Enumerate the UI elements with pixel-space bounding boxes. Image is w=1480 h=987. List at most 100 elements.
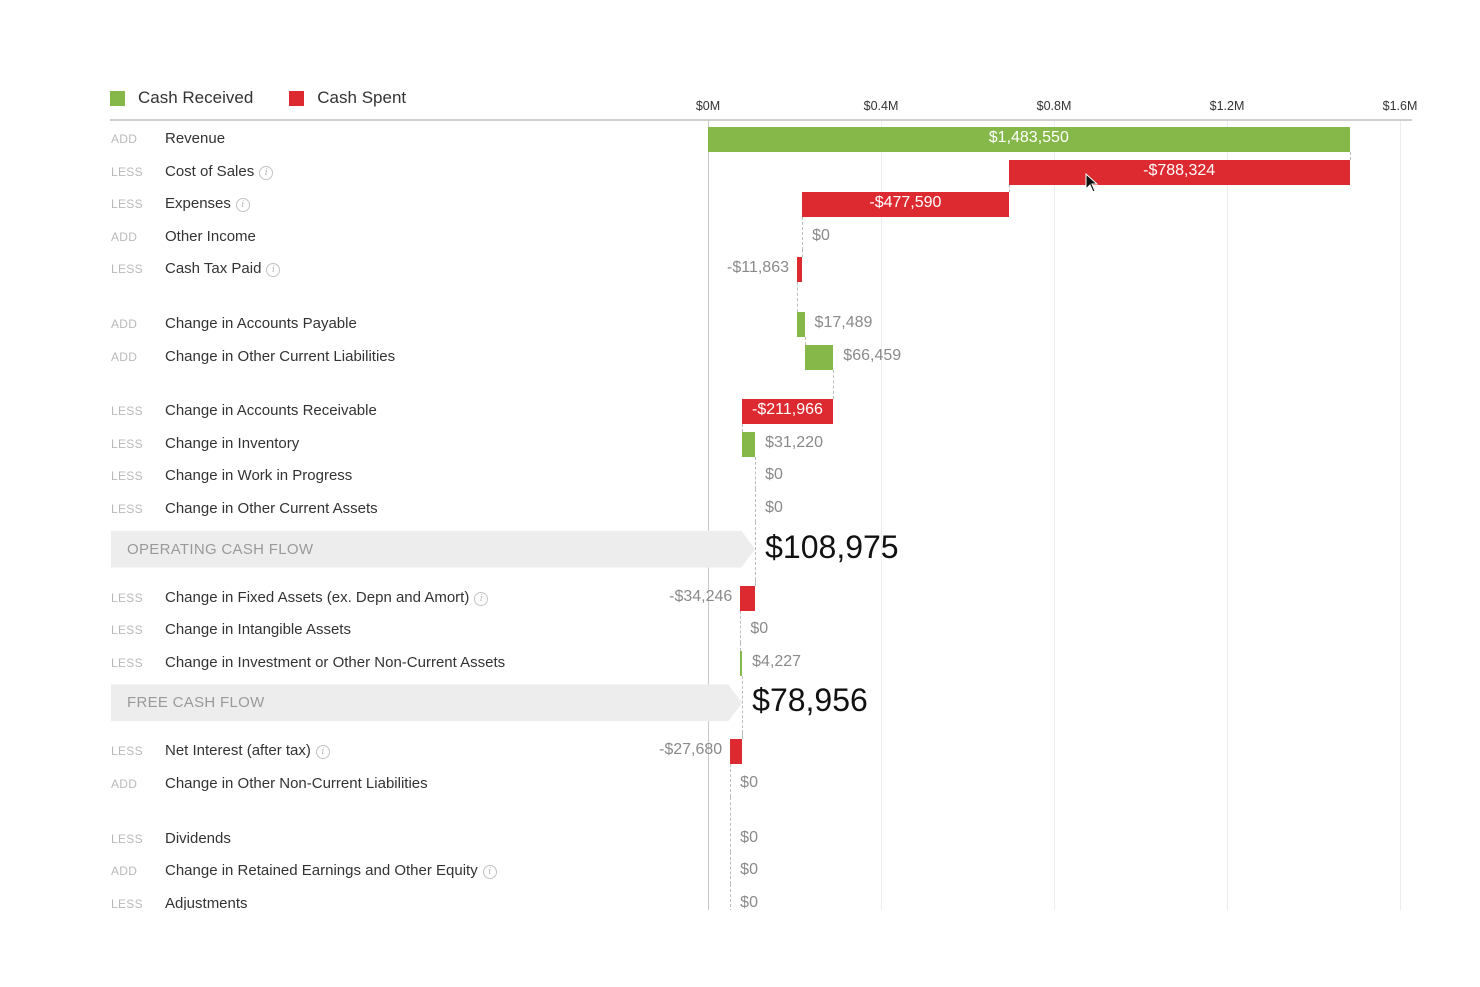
row-label: LESS Change in Accounts Receivable (0, 400, 700, 424)
subtotal-label: OPERATING CASH FLOW (127, 540, 314, 558)
row-label: LESS Adjustments (0, 893, 700, 917)
row-name-text: Expenses (165, 195, 231, 213)
info-icon[interactable]: i (266, 263, 281, 278)
row-operator: LESS (111, 404, 143, 419)
row-name: Adjustments (165, 895, 248, 912)
row-name: Change in Other Non-Current Liabilities (165, 775, 428, 792)
bar-value-label: -$34,246 (669, 587, 733, 605)
row-name: Net Interest (after tax) i (165, 742, 330, 760)
connector-line (742, 675, 744, 734)
legend-item-cash-spent[interactable]: Cash Spent (289, 88, 406, 108)
waterfall-bar[interactable] (708, 127, 1350, 152)
x-tick-label: $1.2M (1209, 99, 1245, 113)
row-name-text: Change in Investment or Other Non-Curren… (165, 653, 506, 671)
row-operator: LESS (111, 655, 143, 670)
bar-value-label: $0 (740, 893, 758, 911)
waterfall-bar[interactable] (1008, 159, 1350, 185)
bar-value-label: $0 (740, 861, 758, 879)
waterfall-bar[interactable] (740, 650, 743, 676)
row-operator: LESS (111, 262, 143, 277)
info-icon[interactable]: i (235, 198, 250, 213)
row-name: Change in Investment or Other Non-Curren… (165, 654, 505, 671)
row-operator: LESS (111, 197, 143, 212)
waterfall-bar[interactable] (796, 312, 805, 337)
row-operator: ADD (111, 229, 138, 244)
bar-value-label: $17,489 (814, 314, 873, 331)
row-name-text: Other Income (165, 227, 256, 245)
row-name: Cost of Sales i (165, 162, 274, 180)
bar-value-label: $4,227 (752, 652, 802, 670)
viewport-bottom-mask (0, 910, 1480, 987)
legend-swatch-received (110, 90, 125, 106)
connector-line (730, 851, 732, 885)
info-icon[interactable]: i (482, 865, 497, 880)
gridline (881, 121, 882, 910)
x-tick-label: $0.8M (1036, 99, 1072, 113)
legend-item-cash-received[interactable]: Cash Received (110, 88, 253, 108)
connector-line (802, 249, 804, 258)
row-name-text: Change in Other Non-Current Liabilities (165, 775, 428, 792)
connector-line (1008, 184, 1010, 193)
row-name-text: Change in Accounts Receivable (165, 402, 377, 420)
waterfall-bar[interactable] (802, 192, 1009, 218)
bar-value-label: -$788,324 (1143, 161, 1216, 179)
row-name-text: Revenue (165, 130, 226, 147)
connector-line (730, 884, 732, 917)
bar-value-label: -$211,966 (752, 401, 823, 419)
row-name-text: Change in Work in Progress (165, 467, 353, 485)
bar-value-label: $0 (765, 466, 783, 484)
connector-line (755, 489, 757, 522)
connector-line (742, 733, 744, 740)
x-tick-label: $0.4M (863, 99, 899, 113)
subtotal-value: $108,975 (765, 528, 899, 565)
connector-line (740, 643, 742, 651)
mouse-pointer-icon (1085, 172, 1099, 198)
row-name: Change in Intangible Assets (165, 621, 351, 638)
bar-value-label: $31,220 (765, 433, 823, 451)
row-name-text: Change in Other Current Assets (165, 500, 378, 517)
connector-line (755, 522, 757, 580)
x-axis-line (110, 119, 1412, 121)
bar-value-label: -$477,590 (869, 194, 942, 212)
row-operator: LESS (111, 502, 143, 516)
row-name-text: Adjustments (165, 894, 248, 912)
bar-value-label: -$27,680 (659, 741, 723, 759)
info-icon[interactable]: i (259, 165, 274, 180)
row-operator: ADD (111, 349, 138, 364)
subtotal-band (111, 530, 756, 568)
row-operator: LESS (111, 896, 143, 911)
legend-label-spent: Cash Spent (317, 88, 407, 107)
waterfall-bar[interactable] (804, 344, 834, 370)
info-icon[interactable]: i (474, 591, 489, 606)
info-icon[interactable]: i (315, 745, 330, 760)
waterfall-bar[interactable] (741, 431, 756, 457)
row-operator: ADD (111, 132, 138, 146)
bar-value-label: $66,459 (843, 346, 902, 364)
x-tick-label: $0M (695, 99, 721, 113)
gridline (1400, 121, 1401, 910)
row-name-text: Dividends (165, 829, 231, 847)
waterfall-bar[interactable] (741, 399, 834, 425)
bar-value-label: $0 (750, 620, 769, 638)
connector-line (802, 217, 804, 250)
connector-line (833, 369, 835, 400)
row-label: LESS Change in Fixed Assets (ex. Depn and… (0, 587, 700, 611)
row-label: LESS Expenses i (0, 193, 700, 217)
row-operator: LESS (111, 469, 143, 484)
row-label: ADD Change in Other Non-Current Liabiliti… (0, 773, 700, 797)
connector-line (796, 282, 798, 312)
row-label: ADD Change in Accounts Payable (0, 313, 700, 337)
gridline (1054, 121, 1055, 910)
row-name: Change in Work in Progress (165, 467, 352, 484)
row-name-text: Cost of Sales (165, 162, 255, 180)
x-tick-label: $1.6M (1382, 99, 1418, 113)
row-operator: ADD (111, 777, 138, 791)
waterfall-bar[interactable] (796, 257, 803, 283)
bar-value-label: $0 (740, 828, 758, 846)
waterfall-bar[interactable] (730, 739, 743, 765)
row-name: Change in Accounts Receivable (165, 402, 377, 419)
waterfall-bar[interactable] (740, 585, 756, 611)
bar-value-label: $0 (765, 499, 783, 516)
row-operator: ADD (111, 864, 138, 879)
